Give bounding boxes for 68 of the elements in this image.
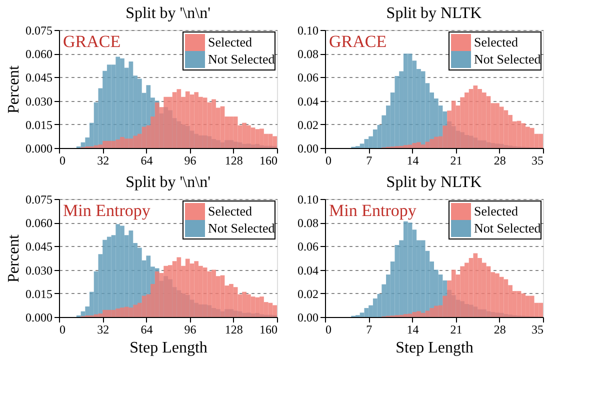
annotation: Min Entropy	[63, 201, 151, 220]
y-tick-label: 0.000	[26, 142, 52, 156]
chart-title: Split by NLTK	[386, 174, 482, 191]
y-tick-label: 0.04	[298, 94, 318, 108]
y-tick-label: 0.06	[298, 70, 318, 85]
x-tick-label: 7	[366, 322, 372, 336]
x-tick-label: 160	[260, 322, 278, 336]
y-tick-label: 0.04	[298, 263, 318, 278]
y-tick-label: 0.10	[298, 192, 318, 206]
x-tick-label: 128	[224, 322, 243, 336]
y-tick-label: 0.000	[26, 310, 52, 324]
x-tick-label: 35	[532, 322, 544, 336]
annotation: Min Entropy	[329, 201, 417, 220]
x-tick-label: 0	[60, 322, 66, 336]
y-tick-label: 0.075	[26, 192, 52, 206]
x-tick-label: 160	[260, 154, 278, 168]
y-tick-label: 0.075	[26, 24, 52, 38]
y-tick-label: 0.045	[26, 240, 52, 254]
legend-label: Not Selected	[208, 52, 276, 66]
y-tick-label: 0.045	[26, 70, 52, 85]
x-axis-title: Step Length	[396, 340, 474, 356]
x-tick-label: 0	[326, 154, 332, 168]
x-tick-label: 14	[406, 322, 419, 336]
x-tick-label: 0	[326, 322, 332, 336]
y-axis-title: Percent	[6, 64, 22, 114]
x-tick-label: 32	[97, 154, 110, 168]
chart-title: Split by '\n\n'	[126, 5, 211, 22]
y-tick-label: 0.030	[26, 263, 52, 278]
x-axis-title: Step Length	[130, 340, 208, 356]
y-tick-label: 0.015	[26, 118, 52, 132]
y-axis-title: Percent	[6, 234, 22, 282]
x-tick-label: 21	[450, 322, 462, 336]
x-tick-label: 96	[184, 322, 196, 336]
chart-title: Split by NLTK	[386, 5, 482, 22]
x-tick-label: 21	[450, 154, 462, 168]
x-tick-label: 28	[494, 322, 506, 336]
y-tick-label: 0.00	[298, 310, 318, 324]
y-tick-label: 0.02	[298, 118, 318, 132]
y-tick-label: 0.10	[298, 24, 318, 38]
y-tick-label: 0.060	[26, 47, 52, 62]
annotation: GRACE	[329, 32, 387, 51]
legend-label: Not Selected	[474, 220, 542, 236]
legend-label: Not Selected	[208, 220, 276, 236]
legend-label: Not Selected	[474, 52, 542, 66]
y-tick-label: 0.08	[298, 47, 318, 62]
y-tick-label: 0.02	[298, 286, 318, 301]
x-tick-label: 0	[60, 154, 66, 168]
y-tick-label: 0.08	[298, 216, 318, 230]
x-tick-label: 7	[366, 154, 372, 168]
x-tick-label: 64	[140, 322, 153, 336]
legend-label: Selected	[474, 34, 519, 50]
x-tick-label: 35	[532, 154, 544, 168]
legend-label: Selected	[474, 204, 519, 218]
x-tick-label: 96	[184, 154, 196, 168]
legend-label: Selected	[208, 204, 253, 218]
y-tick-label: 0.030	[26, 94, 52, 108]
x-tick-label: 32	[97, 322, 110, 336]
x-tick-label: 28	[494, 154, 506, 168]
y-tick-label: 0.06	[298, 240, 318, 254]
y-tick-label: 0.00	[298, 142, 318, 156]
x-tick-label: 14	[406, 154, 419, 168]
chart-title: Split by '\n\n'	[126, 174, 211, 191]
x-tick-label: 128	[224, 154, 243, 168]
legend-label: Selected	[208, 34, 253, 50]
y-tick-label: 0.060	[26, 216, 52, 230]
annotation: GRACE	[63, 32, 121, 51]
x-tick-label: 64	[140, 154, 153, 168]
y-tick-label: 0.015	[26, 286, 52, 301]
